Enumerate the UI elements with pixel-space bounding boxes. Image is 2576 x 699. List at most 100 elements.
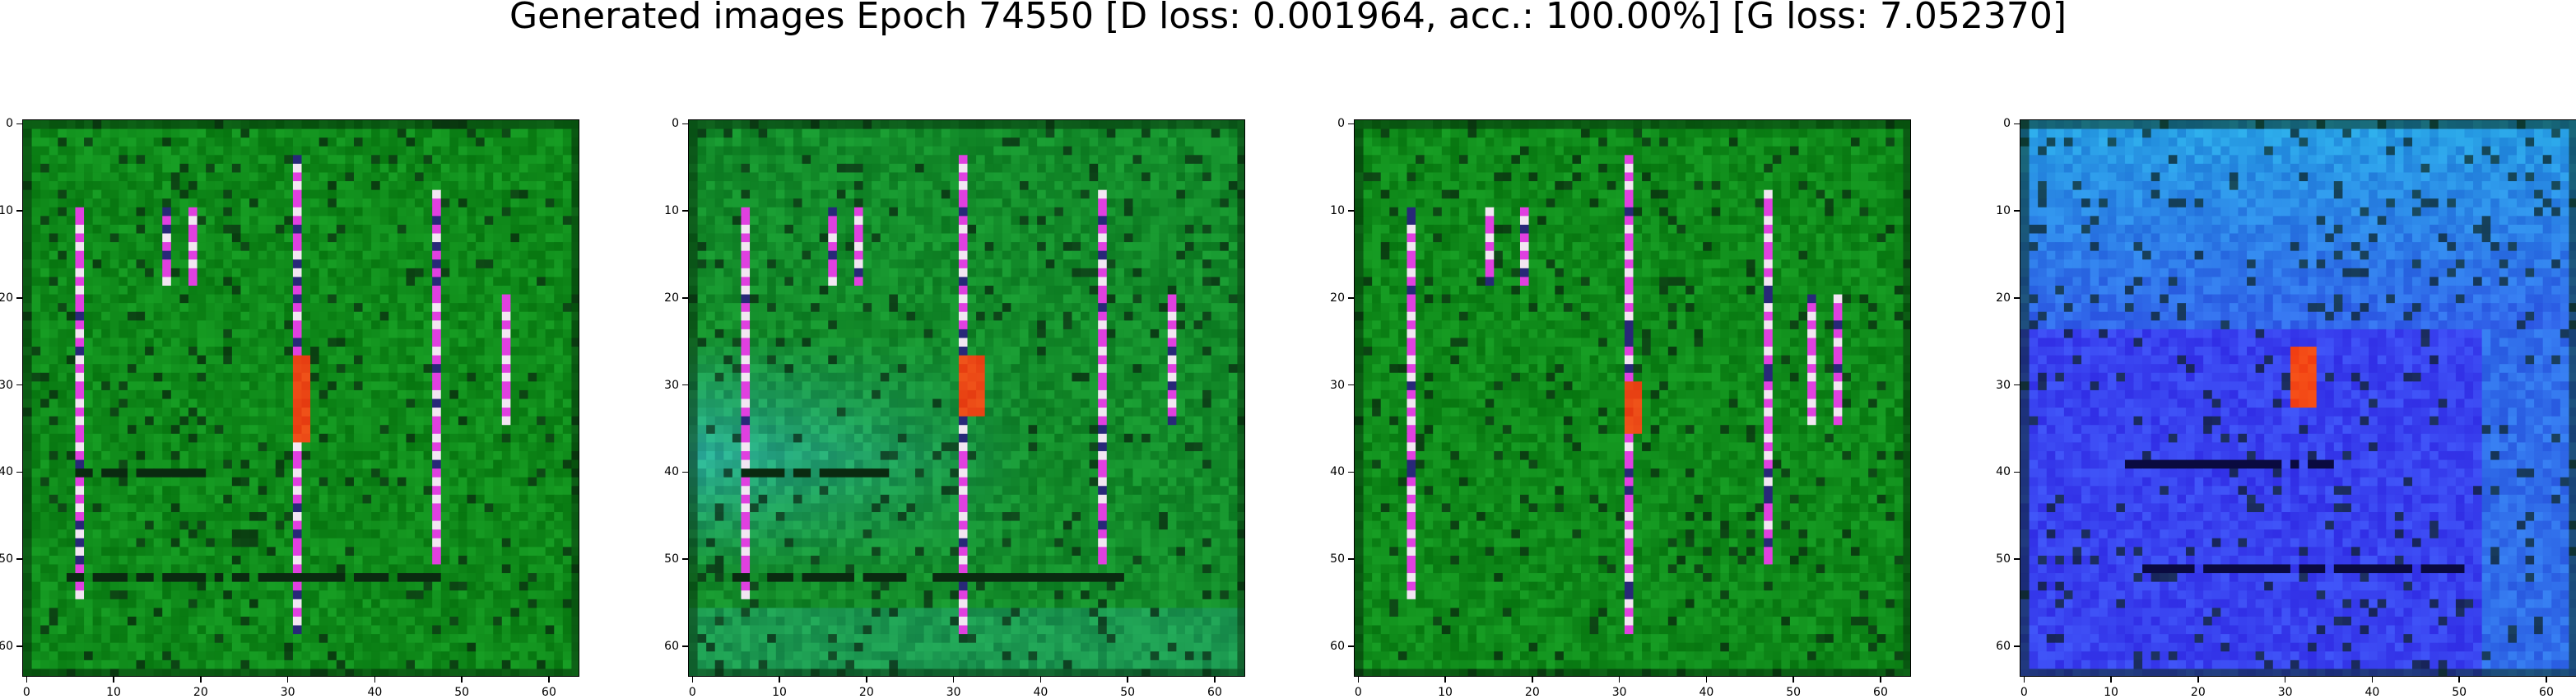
y-tick: [1348, 558, 1354, 560]
x-tick-label: 10: [772, 686, 787, 699]
x-tick-label: 60: [542, 686, 556, 699]
x-tick: [1618, 677, 1620, 683]
y-tick: [16, 384, 22, 386]
x-tick-label: 0: [1354, 686, 1362, 699]
y-tick-label: 60: [1330, 639, 1345, 653]
x-tick: [374, 677, 376, 683]
y-tick-label: 10: [1330, 204, 1345, 218]
y-tick: [682, 645, 688, 647]
x-tick: [2371, 677, 2374, 683]
y-tick: [682, 297, 688, 299]
image-plot-area: [2020, 119, 2576, 677]
y-tick-label: 40: [664, 465, 679, 479]
y-tick-label: 50: [1996, 552, 2011, 566]
y-tick-label: 40: [1330, 465, 1345, 479]
y-tick-label: 0: [1337, 117, 1345, 131]
x-tick-label: 30: [2277, 686, 2293, 699]
x-tick-label: 50: [1786, 686, 1802, 699]
generated-image-3: [1355, 120, 1910, 676]
x-tick-label: 40: [2364, 686, 2380, 699]
x-tick-label: 50: [2452, 686, 2467, 699]
y-tick-label: 10: [664, 204, 679, 218]
x-tick-label: 0: [2020, 686, 2028, 699]
y-tick-label: 10: [0, 204, 13, 218]
y-tick-label: 50: [664, 552, 679, 566]
y-tick-label: 30: [1330, 378, 1345, 392]
x-tick: [286, 677, 289, 683]
y-tick: [16, 645, 22, 647]
y-tick: [1348, 123, 1354, 125]
y-tick-label: 30: [1996, 378, 2011, 392]
y-tick: [2014, 384, 2020, 386]
x-tick: [1127, 677, 1128, 683]
x-tick: [2110, 677, 2112, 683]
y-tick: [1348, 210, 1354, 212]
y-tick: [16, 297, 22, 299]
y-tick-label: 50: [0, 552, 13, 566]
x-tick-label: 60: [1873, 686, 1888, 699]
y-tick: [682, 471, 688, 473]
x-tick: [26, 677, 28, 683]
image-plot-area: [22, 119, 579, 677]
y-tick: [16, 210, 22, 212]
y-tick: [2014, 645, 2020, 647]
image-plot-area: [1354, 119, 1911, 677]
y-tick: [2014, 210, 2020, 212]
image-plot-area: [688, 119, 1245, 677]
y-tick-label: 20: [1996, 291, 2011, 305]
y-tick: [1348, 645, 1354, 647]
y-tick: [682, 384, 688, 386]
x-tick-label: 30: [946, 686, 961, 699]
y-tick-label: 0: [6, 117, 13, 131]
x-tick: [1880, 677, 1881, 683]
x-tick-label: 40: [367, 686, 383, 699]
x-tick: [2284, 677, 2286, 683]
x-tick: [691, 677, 694, 683]
subplot-1: 0 10 20 30 40 50 60 0 10 20 30 40 50 60: [0, 118, 579, 698]
x-tick: [461, 677, 463, 683]
y-tick-label: 20: [664, 291, 679, 305]
y-tick: [1348, 297, 1354, 299]
x-tick: [866, 677, 867, 683]
x-tick: [1793, 677, 1794, 683]
x-tick-label: 0: [688, 686, 696, 699]
x-tick-label: 50: [1120, 686, 1136, 699]
subplot-2: 0 10 20 30 40 50 60 0 10 20 30 40 50 60: [664, 118, 1245, 698]
x-tick: [2197, 677, 2199, 683]
x-tick-label: 20: [1524, 686, 1540, 699]
x-tick-label: 30: [280, 686, 295, 699]
y-tick-label: 50: [1330, 552, 1345, 566]
y-tick-label: 40: [1996, 465, 2011, 479]
x-tick: [200, 677, 202, 683]
x-tick: [2023, 677, 2025, 683]
y-tick-label: 60: [0, 639, 13, 653]
y-tick-label: 20: [1330, 291, 1345, 305]
x-tick-label: 30: [1611, 686, 1627, 699]
x-tick: [1039, 677, 1042, 683]
x-tick-label: 20: [858, 686, 874, 699]
figure-title: Generated images Epoch 74550 [D loss: 0.…: [509, 0, 2067, 37]
y-tick-label: 0: [672, 117, 679, 131]
x-tick-label: 20: [193, 686, 208, 699]
x-tick: [1532, 677, 1533, 683]
x-tick-label: 10: [2104, 686, 2118, 699]
y-tick: [16, 558, 22, 560]
y-tick: [2014, 558, 2020, 560]
x-tick: [952, 677, 955, 683]
y-tick-label: 20: [0, 291, 13, 305]
subplot-3: 0 10 20 30 40 50 60 0 10 20 30 40 50 60: [1330, 118, 1911, 698]
y-tick-label: 30: [0, 378, 13, 392]
y-tick-label: 60: [1996, 639, 2011, 653]
x-tick-label: 10: [1438, 686, 1453, 699]
x-tick: [2458, 677, 2460, 683]
x-tick: [1214, 677, 1216, 683]
x-tick: [113, 677, 114, 683]
y-tick: [682, 558, 688, 560]
y-tick: [16, 123, 22, 125]
y-tick: [2014, 471, 2020, 473]
y-tick-label: 30: [664, 378, 679, 392]
x-tick: [1705, 677, 1708, 683]
x-tick: [548, 677, 550, 683]
y-tick: [16, 471, 22, 473]
y-tick-label: 0: [2003, 117, 2011, 131]
